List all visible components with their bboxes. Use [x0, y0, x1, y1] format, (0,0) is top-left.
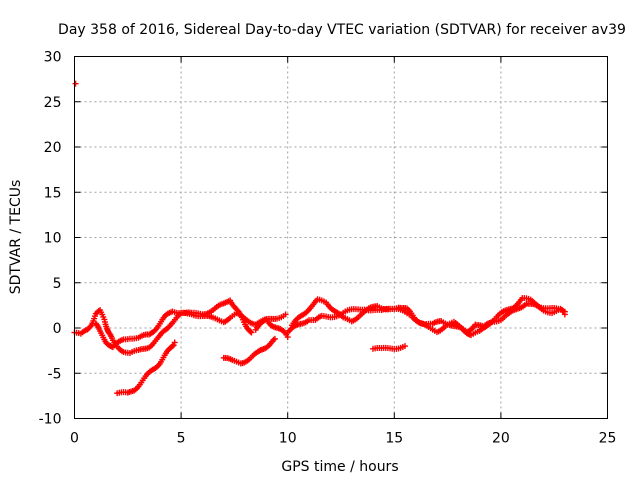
data-point: [171, 339, 178, 346]
axis-tick-labels: 0 5 10 15 20 25 -10 -5 0 5 10 15 20 25 30: [39, 50, 617, 447]
x-tick-label: 25: [599, 431, 617, 447]
y-tick-label: 15: [44, 185, 62, 201]
data-point: [401, 343, 408, 350]
y-tick-label: -5: [48, 366, 62, 382]
y-tick-label: 20: [44, 140, 62, 156]
data-point: [561, 308, 568, 315]
x-tick-label: 20: [492, 431, 510, 447]
y-axis-label: SDTVAR / TECUs: [8, 180, 24, 295]
x-tick-label: 5: [177, 431, 186, 447]
data-point: [282, 311, 289, 318]
y-tick-label: 10: [44, 231, 62, 247]
y-tick-label: -10: [39, 412, 62, 428]
data-point: [247, 328, 254, 335]
y-tick-label: 25: [44, 95, 62, 111]
data-point: [72, 80, 79, 87]
grid: [74, 56, 608, 419]
x-tick-label: 10: [279, 431, 297, 447]
data-point: [271, 335, 278, 342]
x-axis-label: GPS time / hours: [281, 459, 398, 475]
x-tick-label: 15: [385, 431, 403, 447]
y-tick-label: 5: [53, 276, 62, 292]
data-point: [169, 343, 176, 350]
plot-frame: [74, 56, 608, 419]
data-point: [248, 329, 255, 336]
y-tick-label: 30: [44, 50, 62, 66]
data-points: [71, 80, 568, 397]
x-tick-label: 0: [70, 431, 79, 447]
y-tick-label: 0: [53, 321, 62, 337]
chart-title: Day 358 of 2016, Sidereal Day-to-day VTE…: [58, 22, 626, 38]
